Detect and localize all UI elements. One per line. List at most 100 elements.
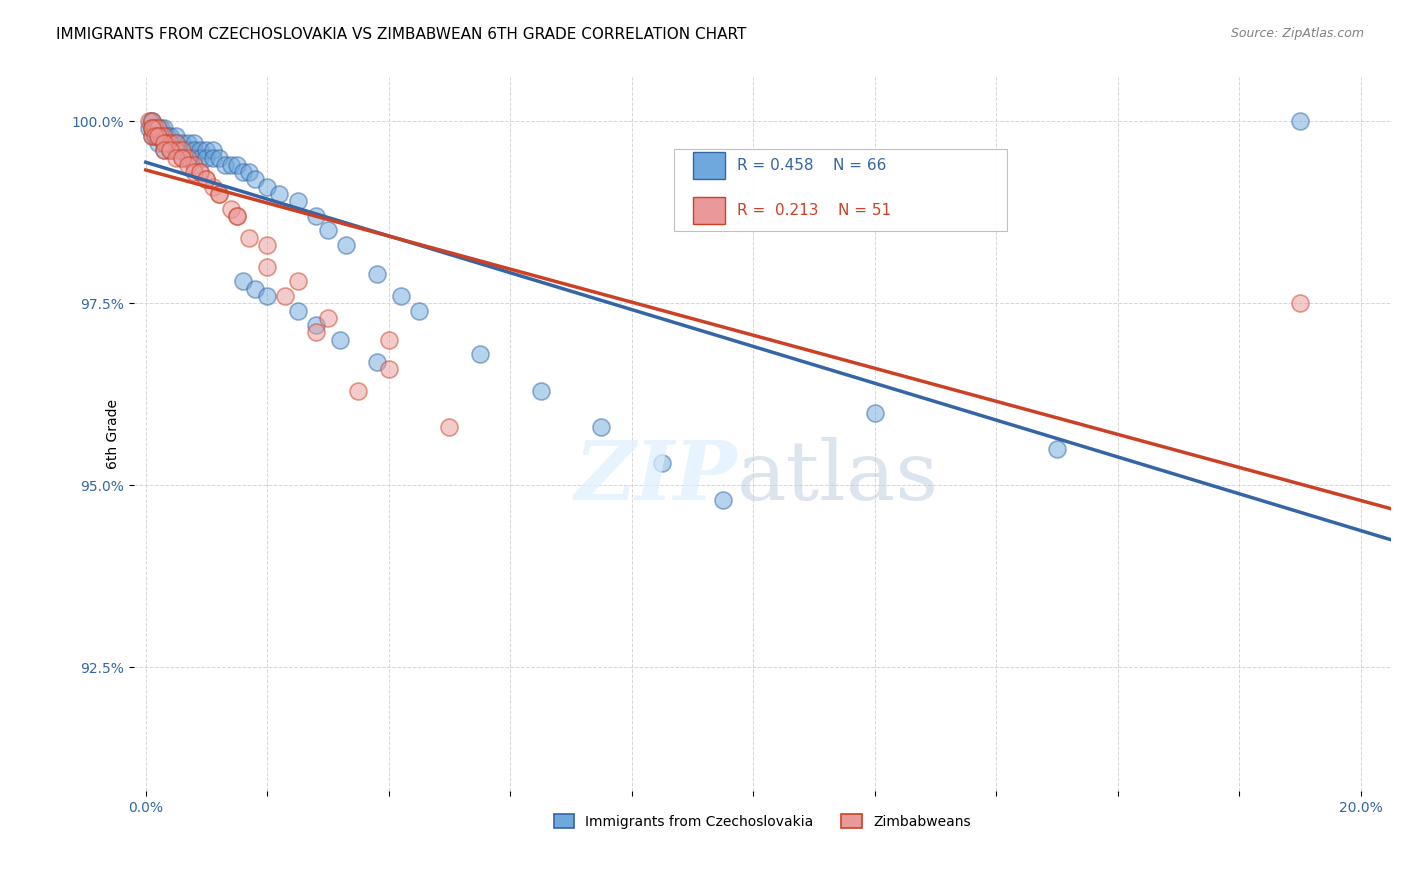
Point [172, 143, 194, 157]
Point [256, 260, 278, 274]
Point [1289, 114, 1312, 128]
Point [225, 209, 247, 223]
Point [225, 209, 247, 223]
Point [243, 172, 266, 186]
Point [177, 143, 200, 157]
Point [305, 326, 328, 340]
Point [232, 165, 254, 179]
Point [165, 136, 187, 150]
Text: R = 0.458    N = 66: R = 0.458 N = 66 [737, 158, 887, 173]
Point [141, 114, 163, 128]
Point [1046, 442, 1069, 456]
Point [141, 128, 163, 143]
Point [201, 151, 224, 165]
Point [159, 143, 181, 157]
Point [225, 158, 247, 172]
Point [214, 158, 236, 172]
Point [256, 289, 278, 303]
Point [287, 303, 309, 318]
Point [141, 128, 163, 143]
Point [153, 128, 176, 143]
Point [711, 492, 734, 507]
Point [1289, 296, 1312, 310]
Point [207, 151, 229, 165]
Point [146, 128, 169, 143]
Point [145, 128, 167, 143]
Point [243, 282, 266, 296]
Point [159, 143, 181, 157]
Point [172, 136, 194, 150]
Point [389, 289, 412, 303]
Point [195, 172, 218, 186]
Point [238, 165, 260, 179]
Point [439, 420, 461, 434]
Point [156, 136, 179, 150]
Point [377, 361, 399, 376]
Point [863, 405, 886, 419]
Point [468, 347, 491, 361]
Point [172, 151, 194, 165]
Point [156, 128, 179, 143]
Point [207, 186, 229, 201]
Text: ZIP: ZIP [575, 437, 737, 517]
Point [149, 121, 172, 136]
Point [207, 186, 229, 201]
Point [183, 151, 205, 165]
Point [274, 289, 297, 303]
Point [165, 136, 187, 150]
Point [201, 143, 224, 157]
Point [141, 121, 163, 136]
Text: atlas: atlas [737, 437, 939, 517]
Point [177, 158, 200, 172]
Point [366, 267, 388, 281]
Point [159, 136, 181, 150]
Point [305, 209, 328, 223]
FancyBboxPatch shape [693, 152, 724, 178]
Point [190, 143, 212, 157]
Point [177, 136, 200, 150]
Point [219, 158, 242, 172]
Point [143, 121, 166, 136]
Point [651, 457, 673, 471]
Point [238, 230, 260, 244]
Point [529, 384, 551, 398]
FancyBboxPatch shape [675, 149, 1008, 231]
Point [165, 143, 187, 157]
Point [153, 143, 176, 157]
Point [183, 143, 205, 157]
Point [165, 151, 187, 165]
Point [149, 128, 172, 143]
Point [408, 303, 430, 318]
Point [183, 165, 205, 179]
Point [335, 238, 357, 252]
Point [287, 274, 309, 288]
Point [146, 121, 169, 136]
Point [146, 121, 169, 136]
Point [377, 333, 399, 347]
Point [138, 121, 160, 136]
Text: R =  0.213    N = 51: R = 0.213 N = 51 [737, 203, 891, 219]
Point [190, 165, 212, 179]
Point [153, 121, 176, 136]
Point [366, 354, 388, 368]
Point [143, 128, 166, 143]
Point [146, 128, 169, 143]
Point [139, 114, 162, 128]
Point [141, 121, 163, 136]
FancyBboxPatch shape [693, 197, 724, 225]
Point [347, 384, 370, 398]
Point [165, 128, 187, 143]
Point [146, 128, 169, 143]
Point [141, 114, 163, 128]
Point [287, 194, 309, 209]
Point [159, 128, 181, 143]
Point [591, 420, 613, 434]
Point [190, 151, 212, 165]
Point [177, 151, 200, 165]
Point [201, 179, 224, 194]
Point [165, 143, 187, 157]
Point [153, 128, 176, 143]
Point [195, 172, 218, 186]
Point [153, 136, 176, 150]
Point [153, 143, 176, 157]
